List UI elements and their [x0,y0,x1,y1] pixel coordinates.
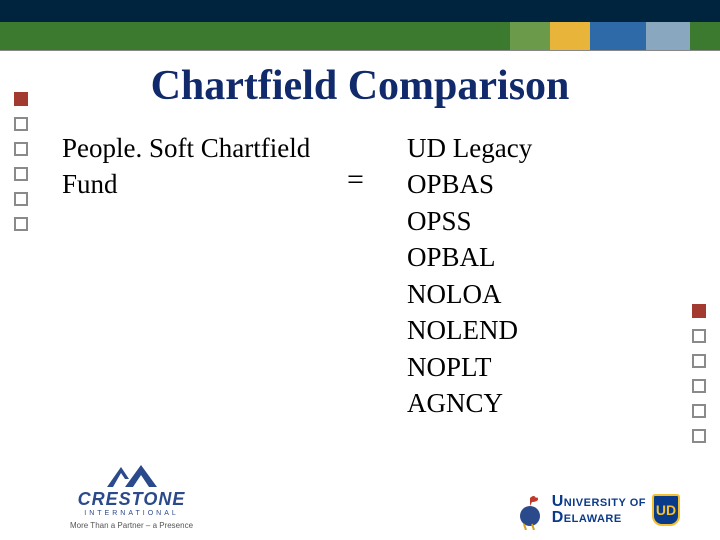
ud-line2: ELAWARE [564,513,622,525]
list-item: OPBAL [407,239,680,275]
bullet-marker [14,117,28,131]
crestone-tag: More Than a Partner – a Presence [70,521,193,530]
slide-title: Chartfield Comparison [0,62,720,110]
crestone-name: CRESTONE [78,489,186,510]
equals-sign: = [347,130,407,201]
stripe-block [690,22,720,50]
bullet-marker [692,404,706,418]
stripe-left [0,22,510,50]
stripe-block [550,22,590,50]
rooster-icon [514,490,546,530]
content-area: People. Soft Chartfield Fund = UD Legacy… [62,130,680,422]
right-items: OPBASOPSSOPBALNOLOANOLENDNOPLTAGNCY [407,166,680,421]
bullet-marker [14,167,28,181]
right-heading: UD Legacy [407,130,680,166]
ud-line1: NIVERSITY OF [564,497,646,509]
mountain-icon [97,463,167,489]
stripe-band [0,22,720,50]
bullet-marker [692,429,706,443]
bullet-marker [692,379,706,393]
stripe-blocks [510,22,720,50]
divider-line [0,50,720,51]
crestone-logo: CRESTONE INTERNATIONAL More Than a Partn… [70,463,193,530]
left-line1: People. Soft Chartfield [62,130,347,166]
list-item: NOLEND [407,312,680,348]
list-item: NOLOA [407,276,680,312]
bullets-right [692,304,706,443]
stripe-block [590,22,646,50]
crestone-sub: INTERNATIONAL [84,510,179,517]
bullet-marker [692,329,706,343]
list-item: NOPLT [407,349,680,385]
list-item: OPSS [407,203,680,239]
ud-text-block: UNIVERSITY OF DELAWARE [552,494,646,526]
bullets-left [14,92,28,231]
ud-logo: UNIVERSITY OF DELAWARE UD [514,490,680,530]
bullet-marker [14,142,28,156]
stripe-block [510,22,550,50]
stripe-block [646,22,690,50]
left-column: People. Soft Chartfield Fund [62,130,347,203]
top-bar [0,0,720,22]
right-column: UD Legacy OPBASOPSSOPBALNOLOANOLENDNOPLT… [407,130,680,422]
bullet-marker [692,354,706,368]
ud-shield: UD [652,494,680,526]
list-item: AGNCY [407,385,680,421]
left-line2: Fund [62,166,347,202]
bullet-marker [14,192,28,206]
bullet-marker [14,217,28,231]
bullet-marker [692,304,706,318]
logo-row: CRESTONE INTERNATIONAL More Than a Partn… [70,463,680,530]
list-item: OPBAS [407,166,680,202]
